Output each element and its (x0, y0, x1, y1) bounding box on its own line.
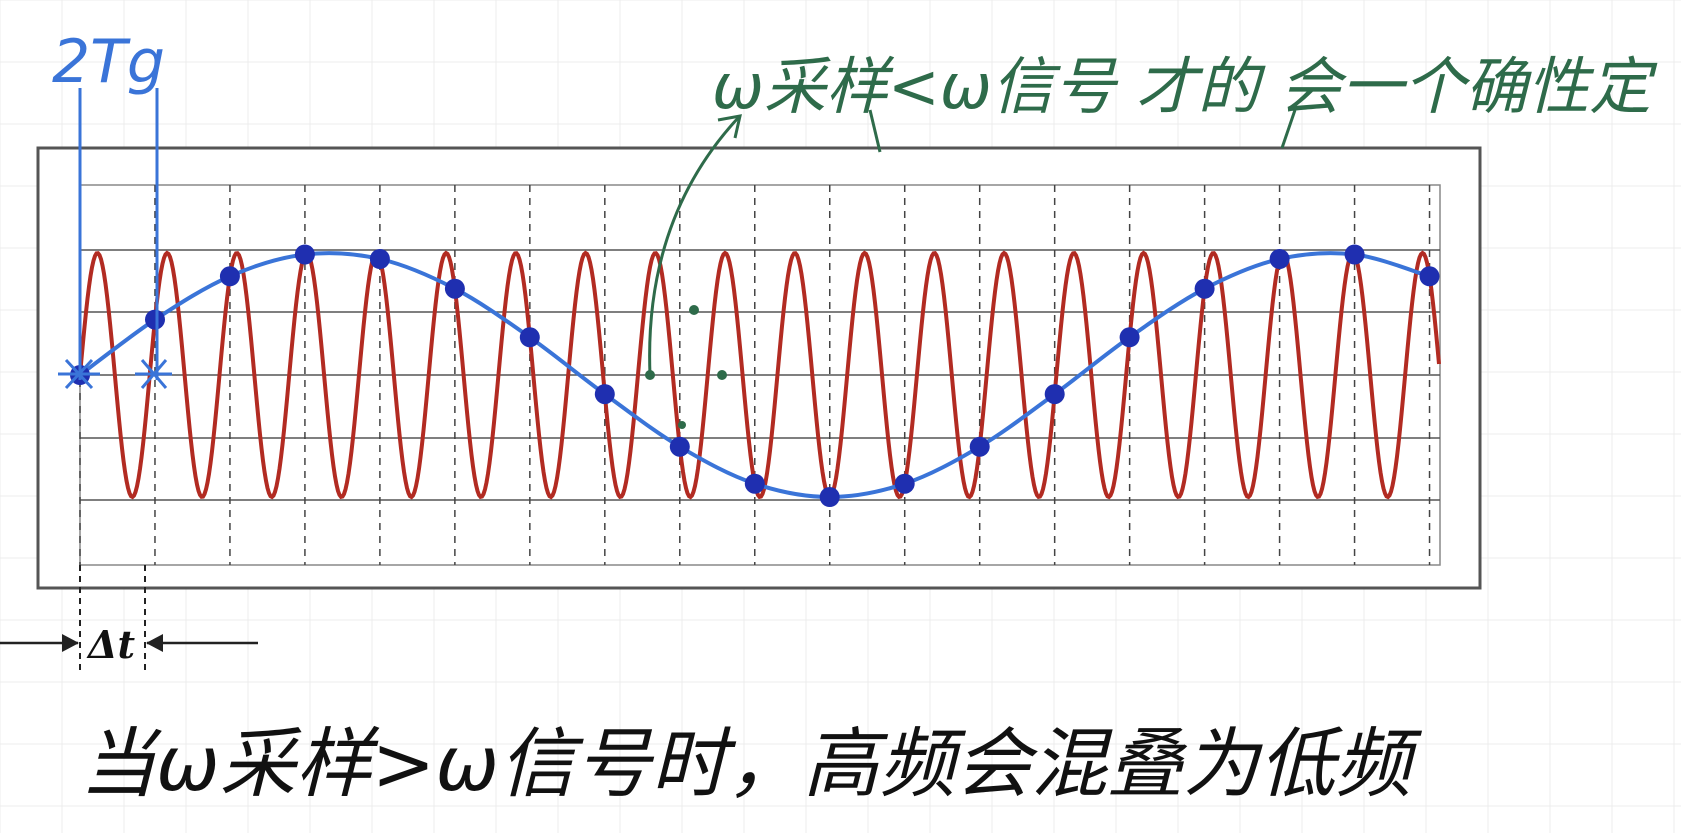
sample-period-label: 2Tg (52, 27, 165, 97)
sample-star-marks (58, 358, 172, 390)
sample-point (145, 309, 165, 330)
green-arrow (648, 116, 740, 376)
sample-point (1194, 278, 1215, 299)
sample-point (669, 436, 690, 457)
delta-t-label: Δt (86, 622, 135, 667)
sample-point (444, 278, 465, 299)
sample-point (1269, 249, 1290, 269)
sample-point (369, 249, 390, 269)
sample-point (1119, 327, 1140, 348)
sample-point (594, 384, 615, 405)
sample-point (294, 244, 315, 265)
bottom-handwritten-note: 当ω采样>ω信号时，高频会混叠为低频 (80, 719, 1423, 808)
figure-outer-frame (36, 146, 1482, 590)
sample-point (519, 327, 540, 348)
sample-point (969, 436, 990, 457)
sample-point (744, 473, 765, 494)
sample-period-annotation: 2Tg (52, 27, 172, 390)
sample-point (219, 266, 240, 287)
sample-point (1344, 244, 1365, 265)
sample-point (894, 473, 915, 494)
sample-point (819, 487, 840, 507)
delta-t-marker: Δt (0, 565, 258, 670)
green-annotation: ω采样<ω信号 才的 会一个确性定 (645, 50, 1658, 429)
top-handwritten-note: ω采样<ω信号 才的 会一个确性定 (712, 50, 1658, 123)
sample-point (1419, 266, 1440, 287)
sample-point (1044, 384, 1065, 405)
